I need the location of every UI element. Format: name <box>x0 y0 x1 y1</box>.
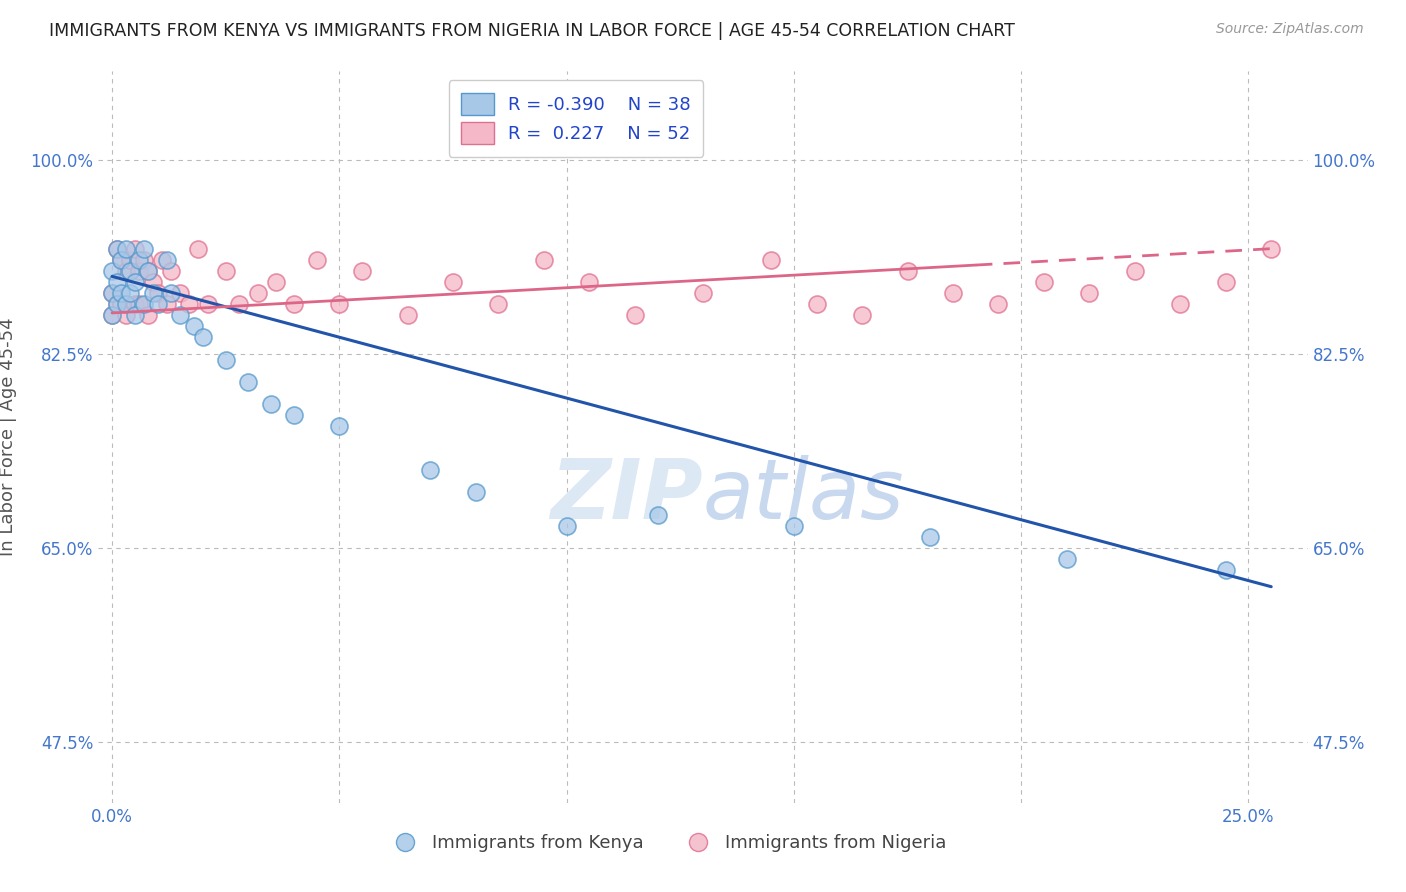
Point <box>396 308 419 322</box>
Point <box>138 264 160 278</box>
Point <box>105 242 128 256</box>
Point <box>328 419 350 434</box>
Y-axis label: In Labor Force | Age 45-54: In Labor Force | Age 45-54 <box>0 318 17 557</box>
Point <box>138 308 160 322</box>
Point <box>806 297 828 311</box>
Point <box>160 264 183 278</box>
Point <box>124 308 146 322</box>
Point <box>488 297 510 311</box>
Point <box>124 275 146 289</box>
Point <box>110 297 132 311</box>
Point <box>114 242 136 256</box>
Point <box>132 242 155 256</box>
Point <box>260 397 283 411</box>
Point <box>783 518 806 533</box>
Point <box>142 285 165 300</box>
Point <box>120 252 142 267</box>
Point <box>283 408 305 422</box>
Point <box>105 275 128 289</box>
Point <box>197 297 219 311</box>
Point <box>155 297 177 311</box>
Point <box>920 530 942 544</box>
Point <box>851 308 873 322</box>
Point <box>759 252 782 267</box>
Point <box>987 297 1010 311</box>
Point <box>101 285 124 300</box>
Point <box>578 275 600 289</box>
Point <box>128 252 150 267</box>
Point <box>1056 552 1078 566</box>
Point <box>692 285 714 300</box>
Point <box>1168 297 1191 311</box>
Point <box>138 264 160 278</box>
Point <box>624 308 647 322</box>
Point <box>114 308 136 322</box>
Point <box>146 297 169 311</box>
Point <box>105 242 128 256</box>
Point <box>114 297 136 311</box>
Point <box>183 319 205 334</box>
Point <box>464 485 486 500</box>
Point <box>533 252 555 267</box>
Point <box>246 285 269 300</box>
Point <box>419 463 441 477</box>
Point <box>238 375 260 389</box>
Point <box>120 285 142 300</box>
Point <box>264 275 287 289</box>
Point <box>160 285 183 300</box>
Point <box>942 285 965 300</box>
Point <box>352 264 374 278</box>
Point <box>101 308 124 322</box>
Point <box>1032 275 1054 289</box>
Point <box>132 252 155 267</box>
Point <box>142 275 165 289</box>
Point <box>128 264 150 278</box>
Text: atlas: atlas <box>703 455 904 536</box>
Point <box>120 264 142 278</box>
Point <box>215 352 238 367</box>
Legend: Immigrants from Kenya, Immigrants from Nigeria: Immigrants from Kenya, Immigrants from N… <box>380 827 953 860</box>
Point <box>328 297 350 311</box>
Text: Source: ZipAtlas.com: Source: ZipAtlas.com <box>1216 22 1364 37</box>
Point <box>169 308 191 322</box>
Point <box>1260 242 1282 256</box>
Point <box>1123 264 1146 278</box>
Point <box>128 297 150 311</box>
Point <box>1078 285 1101 300</box>
Point <box>101 264 124 278</box>
Point <box>179 297 201 311</box>
Point <box>305 252 328 267</box>
Point <box>124 242 146 256</box>
Point <box>114 264 136 278</box>
Point <box>105 297 128 311</box>
Point <box>110 252 132 267</box>
Point <box>150 252 173 267</box>
Point <box>441 275 464 289</box>
Point <box>215 264 238 278</box>
Point <box>896 264 918 278</box>
Point <box>146 285 169 300</box>
Point <box>169 285 191 300</box>
Point <box>105 297 128 311</box>
Point <box>555 518 578 533</box>
Point <box>191 330 214 344</box>
Point <box>101 308 124 322</box>
Point <box>1215 275 1237 289</box>
Point <box>283 297 305 311</box>
Point <box>647 508 669 522</box>
Point <box>228 297 250 311</box>
Text: ZIP: ZIP <box>550 455 703 536</box>
Point <box>155 252 177 267</box>
Text: IMMIGRANTS FROM KENYA VS IMMIGRANTS FROM NIGERIA IN LABOR FORCE | AGE 45-54 CORR: IMMIGRANTS FROM KENYA VS IMMIGRANTS FROM… <box>49 22 1015 40</box>
Point <box>110 285 132 300</box>
Point <box>132 297 155 311</box>
Point <box>110 252 132 267</box>
Point <box>187 242 209 256</box>
Point <box>101 285 124 300</box>
Point <box>1215 563 1237 577</box>
Point <box>124 297 146 311</box>
